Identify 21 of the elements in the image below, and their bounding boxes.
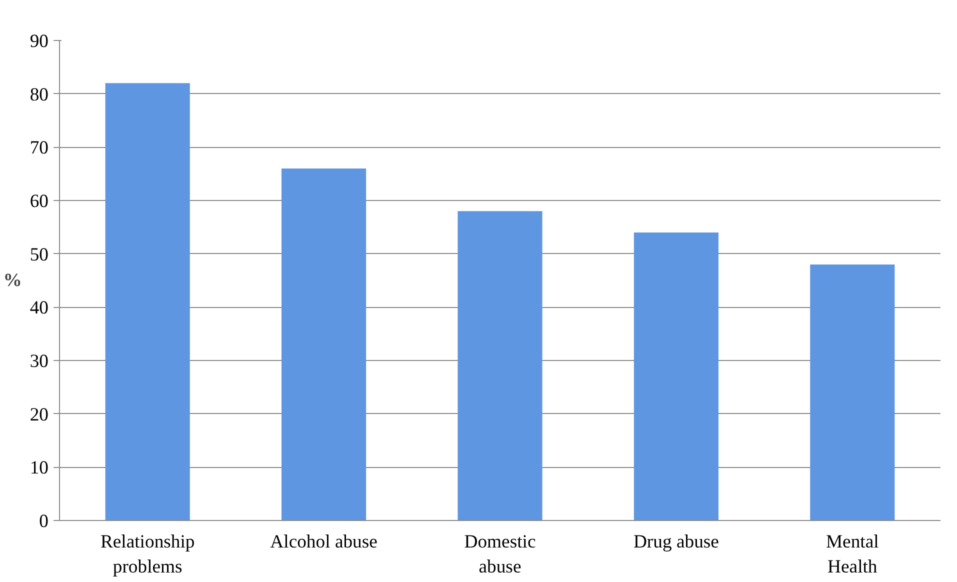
x-tick-label: Relationship problems bbox=[100, 532, 195, 578]
y-tick-label: 70 bbox=[30, 138, 48, 159]
bar bbox=[634, 232, 718, 520]
y-tick-label: 20 bbox=[30, 404, 48, 426]
x-tick-label: Domestic abuse bbox=[464, 532, 536, 578]
y-tick-label: 30 bbox=[30, 351, 48, 372]
y-tick-label: 0 bbox=[39, 511, 48, 532]
y-axis-title: % bbox=[3, 270, 22, 291]
y-tick-label: 50 bbox=[30, 244, 48, 266]
y-tick-label: 40 bbox=[30, 298, 48, 319]
y-tick-label: 60 bbox=[30, 191, 48, 212]
y-tick-label: 10 bbox=[30, 458, 48, 479]
x-tick-label: Mental Health bbox=[826, 532, 879, 578]
x-tick-label: Drug abuse bbox=[633, 532, 719, 552]
x-tick-label: Alcohol abuse bbox=[270, 532, 378, 552]
y-tick-label: 90 bbox=[30, 31, 48, 52]
y-tick-label: 80 bbox=[30, 84, 48, 106]
bar bbox=[105, 83, 190, 520]
bar bbox=[458, 211, 542, 520]
bar bbox=[810, 264, 895, 520]
bar bbox=[282, 168, 366, 520]
